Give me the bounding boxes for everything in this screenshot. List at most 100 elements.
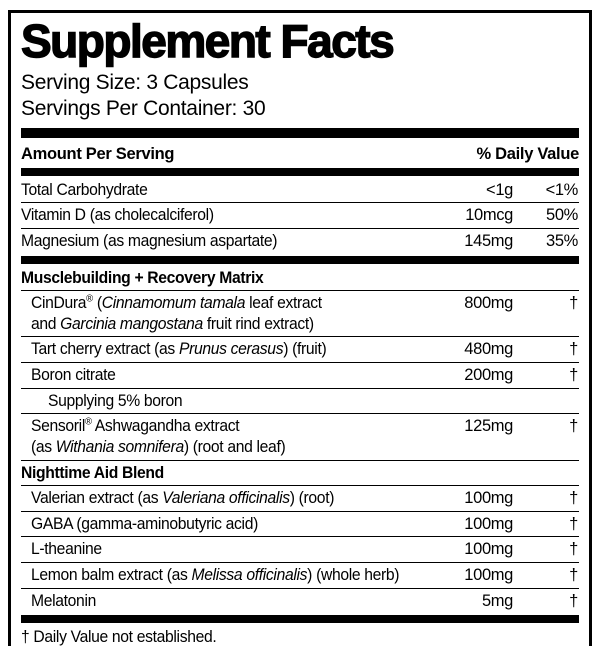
name-line: Lemon balm extract (as Melissa officinal… [31,565,411,586]
column-header-amount: Amount Per Serving [21,144,175,163]
ingredient-text: ) (fruit) [283,340,327,359]
section-header-row: Nighttime Aid Blend [21,459,579,486]
thick-divider [21,615,579,624]
ingredient-row: Valerian extract (as Valeriana officinal… [21,485,579,511]
botanical-name: Prunus cerasus [178,340,284,359]
name-line: Magnesium (as magnesium aspartate) [21,231,411,252]
ingredient-text: ) (whole herb) [307,566,400,585]
amount-value: <1g [486,180,513,199]
ingredient-row: L-theanine 100mg † [21,536,579,562]
ingredient-text: (as [31,437,56,456]
daily-value: † [569,591,578,610]
ingredient-row: Magnesium (as magnesium aspartate) 145mg 3… [21,227,579,254]
name-line: GABA (gamma-aminobutyric acid) [31,514,411,535]
ingredient-row: Melatonin 5mg † [21,587,579,614]
ingredient-text: Lemon balm extract (as [31,566,192,585]
ingredient-text: Total Carbohydrate [21,180,148,199]
ingredient-text: ( [92,294,102,313]
ingredient-row: Lemon balm extract (as Melissa officinal… [21,562,579,588]
amount-value: 100mg [464,489,513,508]
ingredient-name: Vitamin D (as cholecalciferol) [21,205,431,226]
name-line: Boron citrate [31,365,411,386]
name-line: Valerian extract (as Valeriana officinal… [31,488,411,509]
ingredient-name: Sensoril® Ashwagandha extract (as Withani… [21,416,431,457]
name-line: † Daily Value not established. [21,627,551,646]
ingredient-row: Tart cherry extract (as Prunus cerasus) … [21,336,579,362]
ingredient-row: Boron citrate 200mg † [21,362,579,388]
ingredient-name: CinDura® (Cinnamomum tamala leaf extract… [21,293,431,334]
ingredient-text: Valerian extract (as [31,489,163,508]
panel-title: Supplement Facts [20,15,395,67]
amount-value: 10mcg [465,206,513,225]
ingredient-text: Sensoril [31,417,85,436]
column-header-daily-value: % Daily Value [476,144,580,163]
ingredient-row: Total Carbohydrate <1g <1% [21,178,579,203]
botanical-name: Melissa officinalis [191,566,308,585]
amount-value: 100mg [464,540,513,559]
botanical-name: Valeriana officinalis [162,489,290,508]
ingredient-text: Vitamin D (as cholecalciferol) [21,206,214,225]
daily-value: † [569,417,578,436]
amount-value: 5mg [481,591,513,610]
name-line: Nighttime Aid Blend [21,463,551,484]
amount-value: 800mg [464,294,513,313]
amount-value: 100mg [464,566,513,585]
name-line: CinDura® (Cinnamomum tamala leaf extract [31,293,411,314]
ingredient-row: CinDura® (Cinnamomum tamala leaf extract… [21,290,579,336]
name-line: Tart cherry extract (as Prunus cerasus) … [31,339,411,360]
botanical-name: Withania somnifera [55,437,184,456]
registered-trademark-symbol: ® [86,293,93,305]
name-line: L-theanine [31,539,411,560]
ingredient-name: Musclebuilding + Recovery Matrix [21,268,579,289]
facts-table: Total Carbohydrate <1g <1% Vitamin D (as ch… [21,178,579,646]
name-line: Sensoril® Ashwagandha extract [31,416,411,437]
amount-value: 100mg [464,514,513,533]
ingredient-text: Ashwagandha extract [91,417,240,436]
ingredient-row: GABA (gamma-aminobutyric acid) 100mg † [21,510,579,537]
ingredient-text: Boron citrate [31,366,116,385]
ingredient-text: ) (root and leaf) [183,437,286,456]
daily-value: 35% [546,231,578,250]
thick-divider [21,127,579,138]
daily-value: † [569,366,578,385]
registered-trademark-symbol: ® [84,416,92,428]
section-header-row: Musclebuilding + Recovery Matrix [21,266,579,291]
ingredient-text: GABA (gamma-aminobutyric acid) [31,514,258,533]
ingredient-text: ) (root) [289,489,335,508]
ingredient-text: Tart cherry extract (as [31,340,179,359]
daily-value: † [569,294,578,313]
ingredient-text: † Daily Value not established. [21,628,217,646]
amount-value: 125mg [464,417,513,436]
amount-value: 145mg [464,231,513,250]
name-line-2: and Garcinia mangostana fruit rind extra… [31,314,411,335]
column-header-row: Amount Per Serving % Daily Value [21,142,579,166]
ingredient-text: fruit rind extract) [202,314,314,333]
botanical-name: Cinnamomum tamala [101,294,246,313]
daily-value: † [569,489,578,508]
daily-value: † [569,566,578,585]
thick-divider [21,255,579,264]
amount-value: 480mg [464,340,513,359]
ingredient-name: L-theanine [21,539,431,560]
footnote-row: † Daily Value not established. [21,625,579,646]
ingredient-text: Melatonin [31,591,96,610]
ingredient-text: Nighttime Aid Blend [21,463,164,482]
ingredient-text: Musclebuilding + Recovery Matrix [21,268,264,287]
amount-value: 200mg [464,366,513,385]
ingredient-text: Supplying 5% boron [48,391,183,410]
ingredient-name: Nighttime Aid Blend [21,463,579,484]
ingredient-name: Boron citrate [21,365,431,386]
ingredient-row: Sensoril® Ashwagandha extract (as Withani… [21,413,579,459]
ingredient-name: Total Carbohydrate [21,180,431,201]
daily-value: † [569,340,578,359]
daily-value: † [569,514,578,533]
name-line: Supplying 5% boron [48,391,412,412]
botanical-name: Garcinia mangostana [60,314,203,333]
ingredient-text: Magnesium (as magnesium aspartate) [21,231,278,250]
ingredient-name: Tart cherry extract (as Prunus cerasus) … [21,339,431,360]
serving-size: Serving Size: 3 Capsules [21,70,249,94]
ingredient-name: Magnesium (as magnesium aspartate) [21,231,431,252]
name-line: Total Carbohydrate [21,180,411,201]
ingredient-name: † Daily Value not established. [21,627,579,646]
servings-per-container: Servings Per Container: 30 [21,96,266,120]
